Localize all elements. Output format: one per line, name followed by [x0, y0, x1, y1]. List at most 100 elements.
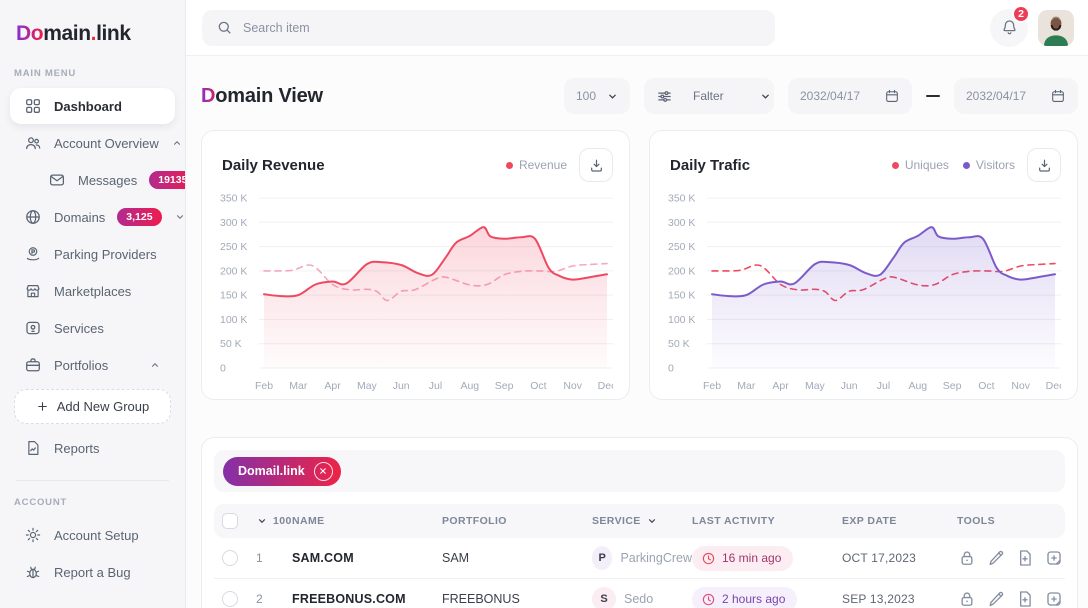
legend-item: Uniques [891, 158, 949, 172]
page-content: Domain View 100 Falter 2032/04/17 [186, 56, 1088, 608]
chevron-up-icon [171, 137, 183, 149]
chevron-down-icon [256, 515, 268, 527]
column-header-name: NAME [292, 515, 325, 527]
lock-icon[interactable] [957, 548, 977, 568]
edit-pencil-icon[interactable] [986, 548, 1006, 568]
table-body: 1 SAM.COM SAM P ParkingCrew 16 min ago OCT 17,… [214, 538, 1065, 608]
main-area: 2 Domain View 100 Falter [186, 0, 1088, 608]
download-chart-button[interactable] [579, 148, 613, 182]
envelope-icon [48, 171, 66, 189]
service-cell: S Sedo [592, 587, 692, 608]
chevron-down-icon [759, 90, 772, 103]
svg-text:Mar: Mar [737, 380, 756, 392]
row-checkbox[interactable] [222, 550, 238, 566]
edit-pencil-icon[interactable] [986, 589, 1006, 608]
clock-icon [701, 592, 716, 607]
row-checkbox[interactable] [222, 591, 238, 607]
domains-table-card: Domail.link 100 NAME PORTFOLIO SERVICE [201, 437, 1078, 608]
sidebar: Domain.link MAIN MENU Dashboard Account … [0, 0, 186, 608]
sidebar-item-dashboard[interactable]: Dashboard [10, 88, 175, 124]
file-plus-icon[interactable] [1015, 548, 1035, 568]
sidebar-item-domains[interactable]: Domains 3,125 [10, 199, 183, 235]
svg-text:Aug: Aug [460, 380, 479, 392]
svg-text:200 K: 200 K [668, 265, 695, 277]
svg-text:Jul: Jul [429, 380, 442, 392]
svg-text:200 K: 200 K [220, 265, 247, 277]
parking-icon [24, 245, 42, 263]
sidebar-item-parking-providers[interactable]: Parking Providers [10, 236, 175, 272]
services-box-icon [24, 319, 42, 337]
lock-icon[interactable] [957, 589, 977, 608]
svg-text:150 K: 150 K [220, 290, 247, 302]
download-chart-button[interactable] [1027, 148, 1061, 182]
file-plus-icon[interactable] [1015, 589, 1035, 608]
sidebar-item-report-a-bug[interactable]: Report a Bug [10, 554, 175, 590]
table-filter-strip: Domail.link [214, 450, 1065, 492]
svg-text:Jun: Jun [393, 380, 410, 392]
sidebar-item-account-overview[interactable]: Account Overview [10, 125, 180, 161]
line-chart: 350 K 300 K 250 K 200 K 150 K 100 K 50 K 0 Feb Ma… [202, 186, 629, 394]
clock-icon [701, 551, 716, 566]
sidebar-item-marketplaces[interactable]: Marketplaces [10, 273, 175, 309]
svg-text:250 K: 250 K [220, 241, 247, 253]
svg-text:May: May [805, 380, 826, 392]
calendar-icon [1050, 88, 1066, 104]
notifications-button[interactable]: 2 [990, 4, 1030, 47]
svg-text:Jun: Jun [841, 380, 858, 392]
line-chart: 350 K 300 K 250 K 200 K 150 K 100 K 50 K 0 Feb Ma… [650, 186, 1077, 394]
svg-text:Oct: Oct [978, 380, 994, 392]
search-icon [216, 19, 233, 36]
sidebar-item-messages[interactable]: Messages 19135 [34, 162, 185, 198]
last-activity-cell: 16 min ago [692, 545, 842, 571]
column-header-service[interactable]: SERVICE [592, 515, 692, 527]
svg-text:Feb: Feb [703, 380, 721, 392]
date-from-picker[interactable]: 2032/04/17 [788, 78, 912, 114]
note-add-icon[interactable] [1044, 548, 1064, 568]
filter-dropdown[interactable]: Falter [644, 78, 774, 114]
domain-name: FREEBONUS.COM [292, 592, 406, 606]
column-header-exp-date: EXP DATE [842, 515, 897, 527]
topbar: 2 [186, 0, 1088, 56]
plus-icon [36, 400, 49, 413]
column-header-count[interactable]: 100 [256, 515, 292, 527]
briefcase-icon [24, 356, 42, 374]
row-number: 1 [256, 551, 263, 565]
table-header-row: 100 NAME PORTFOLIO SERVICE LAST ACTIVITY… [214, 504, 1065, 538]
date-to-picker[interactable]: 2032/04/17 [954, 78, 1078, 114]
sidebar-item-portfolios[interactable]: Portfolios [10, 347, 175, 383]
page-title: Domain View [201, 84, 323, 107]
sidebar-item-account-setup[interactable]: Account Setup [10, 517, 175, 553]
row-tools [957, 589, 1064, 608]
sidebar-item-reports[interactable]: Reports [10, 430, 175, 466]
svg-text:Sep: Sep [495, 380, 514, 392]
storefront-icon [24, 282, 42, 300]
chart-legend: Revenue [505, 158, 567, 172]
sidebar-item-services[interactable]: Services [10, 310, 175, 346]
table-row: 2 FREEBONUS.COM FREEBONUS S Sedo 2 hours ago S… [214, 579, 1065, 608]
portfolio-name: FREEBONUS [442, 592, 520, 606]
service-name: Sedo [624, 592, 654, 606]
legend-dot-icon [962, 161, 970, 169]
filter-chip-domail-link[interactable]: Domail.link [223, 456, 341, 486]
svg-text:350 K: 350 K [668, 193, 695, 205]
svg-text:100 K: 100 K [668, 314, 695, 326]
svg-text:Dec: Dec [598, 380, 613, 392]
gear-icon [24, 526, 42, 544]
column-header-portfolio: PORTFOLIO [442, 515, 507, 527]
page-size-dropdown[interactable]: 100 [564, 78, 630, 114]
add-new-group-button[interactable]: Add New Group [14, 389, 171, 424]
search-input[interactable] [243, 20, 761, 35]
service-cell: P ParkingCrew [592, 546, 692, 570]
svg-text:Aug: Aug [908, 380, 927, 392]
search-box[interactable] [202, 9, 775, 46]
select-all-checkbox[interactable] [222, 513, 238, 529]
dashboard-grid-icon [24, 97, 42, 115]
svg-text:Jul: Jul [877, 380, 890, 392]
note-add-icon[interactable] [1044, 589, 1064, 608]
close-icon[interactable] [313, 461, 333, 481]
user-avatar[interactable] [1038, 9, 1074, 46]
svg-text:300 K: 300 K [220, 217, 247, 229]
svg-text:Nov: Nov [563, 380, 582, 392]
report-document-icon [24, 439, 42, 457]
